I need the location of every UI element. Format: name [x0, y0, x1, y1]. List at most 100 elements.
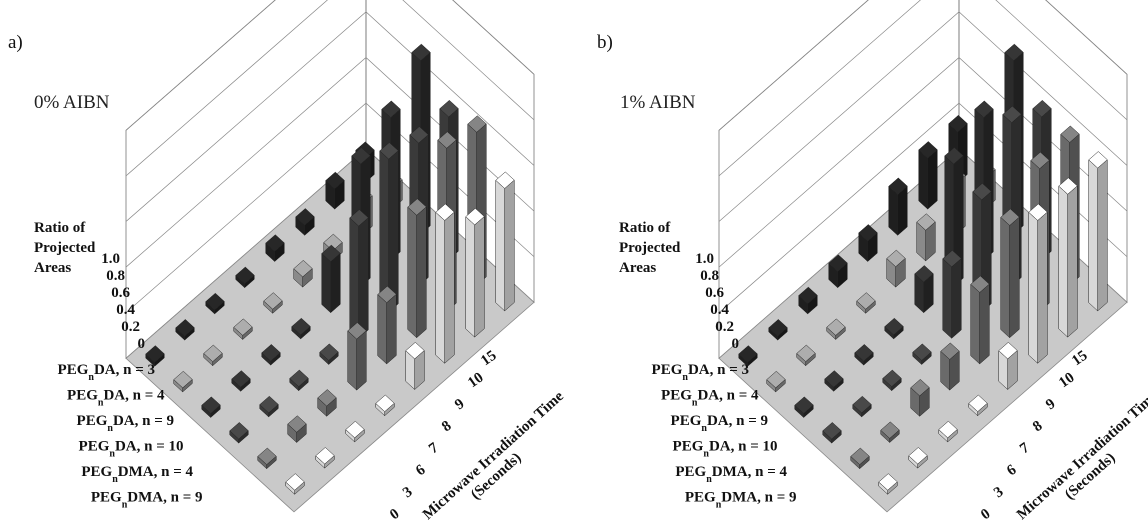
bar-top: [317, 389, 337, 407]
bar: [325, 171, 345, 210]
bar-top: [201, 396, 221, 414]
bars: [738, 43, 1108, 495]
bar-top: [974, 100, 994, 118]
bar-top: [409, 126, 429, 144]
row-label: PEGnDA, n = 3: [652, 362, 749, 383]
bar-top: [437, 131, 457, 149]
bar-top: [826, 318, 846, 336]
row-label: PEGnDA, n = 10: [79, 439, 184, 460]
bar-top: [287, 415, 307, 433]
bar-top: [375, 394, 395, 412]
bar-top: [850, 447, 870, 465]
row-label: PEGnDA, n = 4: [67, 388, 165, 409]
z-axis-title: Ratio of: [619, 220, 671, 236]
chart-title: 0% AIBN: [34, 92, 110, 113]
bar: [377, 285, 397, 365]
bar-top: [377, 285, 397, 304]
bar: [293, 259, 313, 288]
row-label: PEGnDA, n = 4: [661, 388, 759, 409]
z-tick-label: 0.6: [111, 285, 130, 301]
bar: [1000, 208, 1020, 339]
bar: [435, 203, 455, 364]
time-tick-label: 8: [439, 418, 454, 435]
row-label: PEGnDA, n = 9: [671, 413, 768, 434]
bar: [257, 447, 277, 470]
row-label: PEGnDA, n = 3: [58, 362, 155, 383]
bar: [940, 342, 960, 391]
bar-face-front: [321, 252, 331, 314]
bar-top: [259, 395, 279, 414]
time-tick-label: 15: [1069, 348, 1090, 370]
z-axis-title: Areas: [34, 260, 71, 276]
bar-top: [325, 171, 345, 190]
bar-top: [405, 341, 425, 360]
bar-top: [1030, 151, 1050, 170]
z-tick-label: 0.2: [121, 319, 140, 335]
bar: [1058, 177, 1078, 338]
z-axis-title: Projected: [619, 240, 681, 256]
bar: [349, 209, 369, 339]
bar: [858, 224, 878, 263]
time-tick-label: 7: [1017, 440, 1033, 458]
bar: [263, 292, 283, 314]
time-axis-title: Microwave Irradiation Time: [1014, 388, 1148, 523]
bar-face-right: [1037, 211, 1048, 364]
bar-face-front: [1028, 211, 1038, 364]
bar-top: [938, 420, 958, 439]
gridline: [125, 0, 535, 177]
bar: [914, 265, 934, 314]
bar: [916, 213, 936, 262]
bar-top: [858, 224, 878, 242]
bar: [235, 266, 255, 289]
bar-top: [940, 342, 960, 360]
time-tick-label: 7: [426, 440, 442, 458]
bar: [261, 344, 281, 366]
bar-top: [970, 275, 990, 293]
bar-top: [411, 43, 431, 62]
bar-face-right: [416, 206, 427, 339]
bar: [822, 422, 842, 444]
time-tick-label: 6: [413, 462, 429, 480]
z-tick-label: 0: [138, 336, 146, 352]
bar-top: [229, 422, 249, 440]
bar-top: [822, 422, 842, 440]
bar: [968, 394, 988, 417]
bar-top: [798, 286, 818, 305]
bar: [878, 473, 898, 495]
bar-top: [291, 317, 311, 336]
z-tick-label: 0.4: [116, 302, 135, 318]
bar: [287, 415, 307, 444]
bar: [317, 389, 337, 417]
bar: [231, 370, 251, 392]
bar-top: [768, 319, 788, 337]
bar-face-right: [927, 149, 938, 210]
bar-top: [285, 473, 305, 491]
bar-face-front: [942, 258, 952, 339]
bar-top: [173, 370, 193, 389]
bar-top: [854, 344, 874, 362]
bar: [998, 341, 1018, 391]
bar: [794, 396, 814, 419]
bar: [918, 141, 938, 210]
bar-top: [1088, 151, 1108, 169]
bar: [880, 421, 900, 444]
z-tick-label: 0.8: [106, 268, 125, 284]
bar-top: [1028, 203, 1048, 221]
time-tick-label: 3: [400, 484, 415, 501]
bar-face-front: [407, 206, 417, 339]
bar: [854, 344, 874, 366]
bar: [379, 142, 399, 313]
z-tick-label: 0.2: [715, 319, 734, 335]
bar: [465, 207, 485, 338]
time-tick-label: 6: [1004, 462, 1020, 480]
time-tick-label: 10: [1056, 370, 1077, 392]
bar-face-front: [918, 149, 928, 210]
time-tick-label: 8: [1030, 418, 1045, 435]
bar: [405, 341, 425, 391]
bar-top: [1032, 99, 1052, 118]
bar: [175, 319, 195, 341]
time-axis-title: Microwave Irradiation Time: [420, 388, 567, 523]
z-axis-title: Projected: [34, 240, 96, 256]
bar-top: [882, 369, 902, 387]
